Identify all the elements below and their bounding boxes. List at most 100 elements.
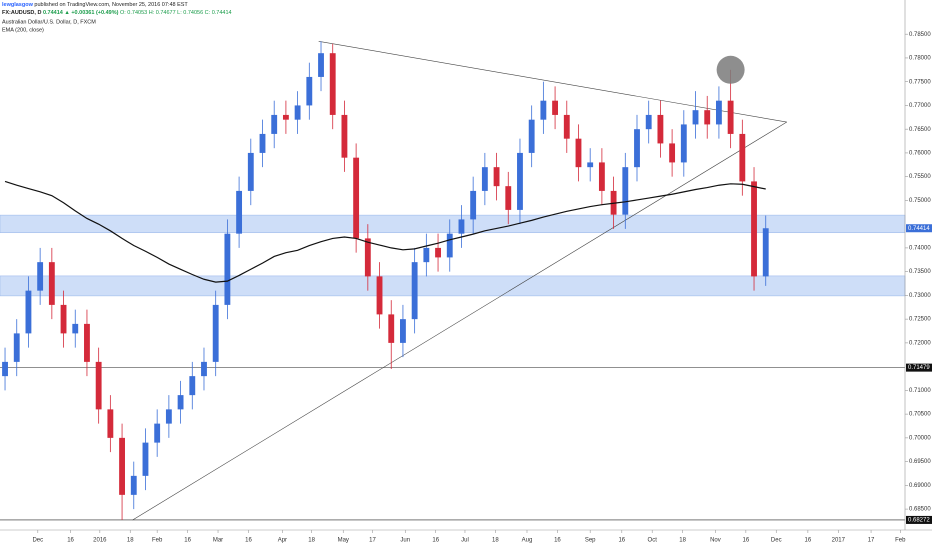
candle-body [13,333,20,362]
candle-body [704,110,711,125]
candle-body [528,119,535,153]
candle-body [657,114,664,144]
candle-body [446,233,453,258]
y-tick-label: 0.71000 [909,388,931,394]
candle-body [435,247,441,258]
candle-body [692,110,699,125]
x-tick-label: Aug [522,538,533,544]
y-tick-label: 0.68500 [909,507,931,513]
y-tick-label: 0.75500 [909,174,931,180]
y-tick-label: 0.72500 [909,317,931,323]
y-tick-label: 0.76000 [909,150,931,156]
candle-body [388,314,395,343]
candle-body [400,319,406,343]
x-tick-label: 18 [127,538,134,544]
candle-body [563,114,570,139]
x-tick-label: Apr [278,538,287,544]
x-tick-label: 17 [868,538,875,544]
candle-body [259,133,266,153]
x-tick-label: 18 [492,538,499,544]
y-tick-label: 0.78500 [909,32,931,38]
highlight-circle [716,55,745,84]
candle-body [306,76,313,106]
symbol-line: FX:AUDUSD, D 0.74414 ▲ +0.00361 (+0.49%)… [2,10,232,16]
candle-body [318,53,324,77]
y-tick-label: 0.69500 [909,459,931,465]
candle-body [493,167,500,187]
x-tick-label: 16 [554,538,561,544]
x-tick-label: Feb [152,538,163,544]
x-tick-label: 16 [432,538,439,544]
y-tick-label: 0.73500 [909,269,931,275]
candle-body [481,167,488,191]
x-tick-label: Mar [213,538,223,544]
zone [0,275,906,297]
candle-body [680,124,687,163]
x-tick-label: Jul [461,538,469,544]
trendline [318,41,787,123]
published: published on TradingView.com, November 2… [34,2,188,8]
candle-body [72,323,79,334]
x-tick-label: Jun [400,538,410,544]
y-tick-label: 0.72000 [909,340,931,346]
y-tick-label: 0.73000 [909,293,931,299]
candle-body [25,290,32,334]
candle-body [177,395,184,410]
candle-body [739,133,746,182]
candle-body [341,114,348,158]
x-tick-label: 16 [67,538,74,544]
y-tick-label: 0.76500 [909,127,931,133]
candle-body [60,304,67,334]
candle-body [751,181,757,277]
candle-body [329,53,336,115]
candle-body [130,475,137,495]
x-tick-label: Nov [710,538,721,544]
candle-body [411,262,418,320]
candle-body [236,190,243,234]
candle-body [376,276,383,315]
candle-body [119,437,125,495]
ema-line [4,180,766,283]
candle-body [95,361,102,410]
candle-body [762,228,769,277]
x-tick-label: 18 [679,538,686,544]
y-tick-label: 0.77000 [909,103,931,109]
level-label-box [906,515,932,524]
candle-body [458,219,465,234]
candle-body [645,114,652,130]
quote: 0.74414 ▲ +0.00361 (+0.49%) [43,10,119,16]
author: lewglasgow [2,2,34,8]
candle-body [715,100,722,125]
candle-body [353,157,360,239]
x-tick-label: 16 [742,538,749,544]
y-tick-label: 0.75000 [909,198,931,204]
candle-body [154,423,161,443]
candle-body [470,190,477,220]
x-tick-label: 2016 [93,538,107,544]
candle-body [201,361,207,377]
x-tick-label: 2017 [832,538,846,544]
level-label: 0.71479 [908,365,930,371]
x-tick-label: Sep [585,538,596,544]
candle-body [84,323,90,362]
y-tick-label: 0.69000 [909,483,931,489]
y-tick-label: 0.70000 [909,435,931,441]
candle-body [37,262,44,291]
candle-body [294,105,301,120]
candle-body [224,233,231,305]
candle-body [575,138,582,168]
candle-body [423,247,430,263]
zone [0,214,906,234]
candle-body [165,409,172,424]
y-tick-label: 0.74000 [909,245,931,251]
last-price-box [906,224,932,233]
x-tick-label: 16 [618,538,625,544]
y-tick-label: 0.78000 [909,56,931,62]
x-tick-label: 17 [369,538,376,544]
candle-body [282,114,289,120]
candle-body [107,409,114,438]
candle-body [598,162,605,191]
candle-body [2,361,8,377]
